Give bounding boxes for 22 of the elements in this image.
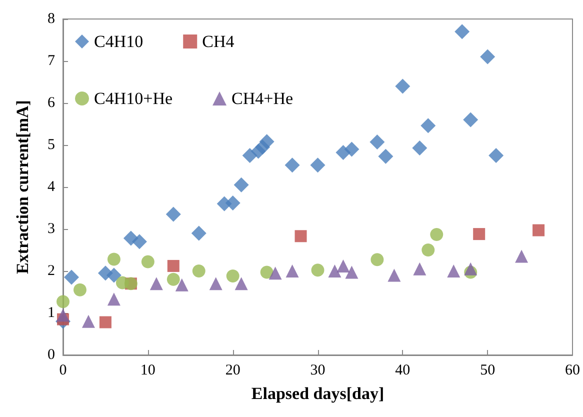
y-tick-label: 2	[48, 263, 55, 279]
y-tick-label: 0	[48, 347, 55, 363]
y-tick-label: 5	[48, 137, 55, 153]
y-tick-label: 7	[48, 53, 56, 69]
y-tick-label: 3	[48, 221, 55, 237]
y-tick-label: 8	[48, 11, 55, 27]
y-tick-label: 4	[48, 179, 56, 195]
legend-label: C4H10	[94, 32, 144, 51]
x-tick-label: 60	[565, 362, 580, 378]
x-tick-label: 50	[480, 362, 496, 378]
x-tick-label: 20	[225, 362, 240, 378]
y-tick-label: 6	[48, 95, 56, 111]
x-tick-label: 10	[140, 362, 156, 378]
x-tick-label: 30	[310, 362, 326, 378]
x-tick-label: 40	[395, 362, 410, 378]
legend-label: CH4	[202, 32, 235, 51]
x-axis-title: Elapsed days[day]	[251, 384, 384, 403]
y-axis-title: Extraction current[mA]	[13, 100, 32, 274]
legend-label: CH4+He	[232, 89, 294, 108]
legend-label: C4H10+He	[94, 89, 173, 108]
y-tick-label: 1	[48, 305, 55, 321]
x-tick-label: 0	[59, 362, 67, 378]
